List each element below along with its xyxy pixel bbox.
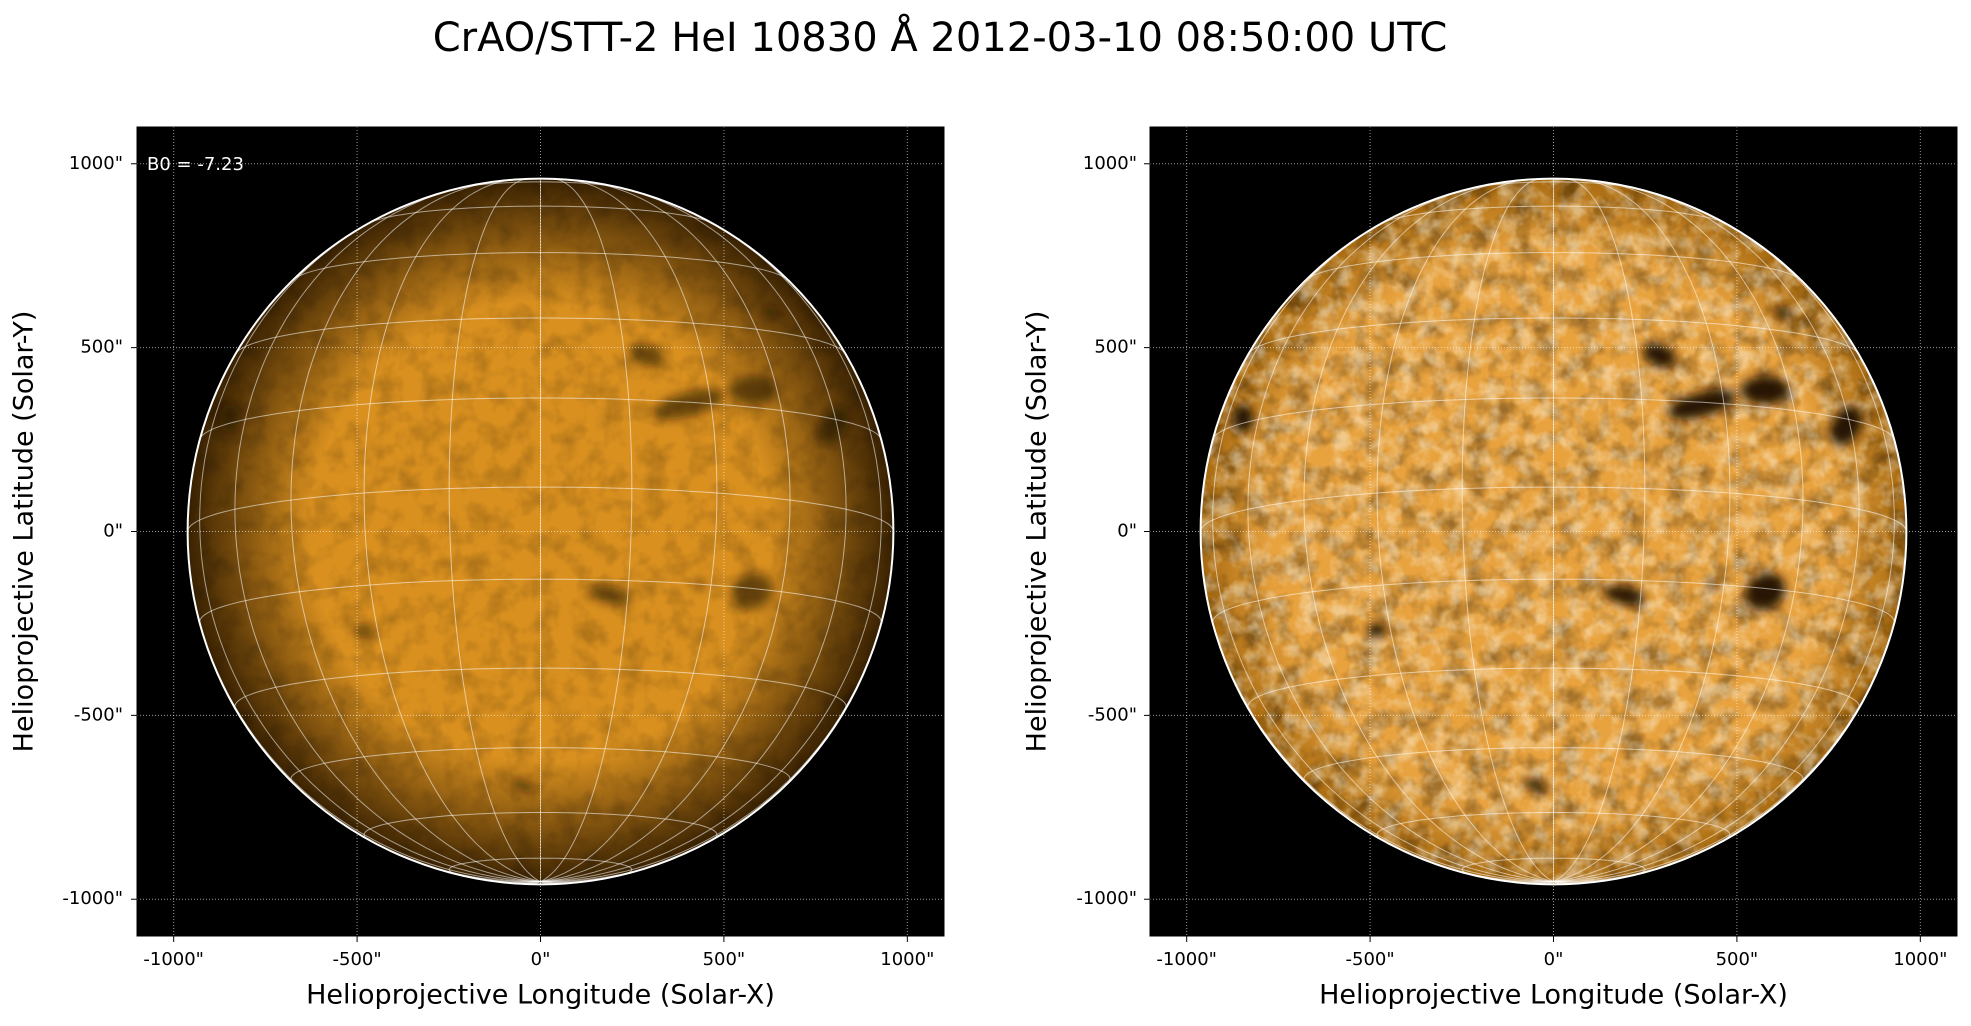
x-axis-label: Helioprojective Longitude (Solar-X) xyxy=(306,980,775,1011)
y-tick-label: 1000" xyxy=(1083,153,1137,174)
grid-curve xyxy=(1376,812,1731,840)
grid-curve xyxy=(363,812,718,840)
dark-feature xyxy=(1667,389,1736,420)
dark-feature xyxy=(654,389,723,420)
y-tick-label: -1000" xyxy=(62,888,123,909)
grid-curve xyxy=(1461,857,1646,876)
grid-curve xyxy=(1553,179,1731,883)
grid-curve xyxy=(199,578,882,623)
grid-curve xyxy=(1553,188,1860,883)
x-tick-label: 500" xyxy=(1716,949,1759,970)
grid-curve xyxy=(1249,317,1858,353)
grid-curve xyxy=(540,188,847,883)
grid-curve xyxy=(290,182,541,883)
grid-curve xyxy=(234,667,847,710)
y-tick-label: 500" xyxy=(80,337,123,358)
dark-feature xyxy=(629,343,664,367)
dark-feature xyxy=(353,623,375,638)
grid-curve xyxy=(1247,188,1554,883)
x-tick-label: -500" xyxy=(333,949,382,970)
dark-feature xyxy=(1603,585,1645,605)
x-tick-label: -1000" xyxy=(143,949,204,970)
y-tick-label: -1000" xyxy=(1076,888,1137,909)
grid-curve xyxy=(1382,205,1725,224)
grid-curve xyxy=(448,178,541,883)
dark-feature xyxy=(1830,405,1863,446)
grid-curve xyxy=(369,205,712,224)
dark-feature xyxy=(590,585,632,605)
y-axis-label: Helioprojective Latitude (Solar-Y) xyxy=(9,311,40,753)
grid-curve xyxy=(1212,216,1554,883)
dark-feature xyxy=(219,404,241,433)
x-tick-label: 1000" xyxy=(880,949,934,970)
x-tick-label: -1000" xyxy=(1156,949,1217,970)
dark-feature xyxy=(1642,343,1677,367)
y-tick-label: 1000" xyxy=(69,153,123,174)
grid-curve xyxy=(1461,178,1554,883)
dark-feature xyxy=(1366,623,1388,638)
grid-curve xyxy=(1247,667,1860,710)
panel: -1000" -500" 0" 500" 1000" -1000" -500" 0" 500" 1… xyxy=(1022,126,1958,1011)
dark-feature xyxy=(1232,404,1254,433)
dark-feature xyxy=(1740,376,1790,405)
grid-curve xyxy=(236,317,845,353)
grid-curve xyxy=(540,182,791,883)
grid-curve xyxy=(199,216,541,883)
grid-curve xyxy=(1306,252,1801,280)
dark-feature xyxy=(1522,778,1550,793)
y-tick-label: 0" xyxy=(103,521,123,542)
y-tick-label: 500" xyxy=(1094,337,1137,358)
dark-feature xyxy=(509,778,537,793)
grid-curve xyxy=(290,747,791,783)
grid-curve xyxy=(1553,178,1646,883)
grid-curve xyxy=(540,179,718,883)
x-tick-label: 500" xyxy=(703,949,746,970)
x-tick-label: -500" xyxy=(1346,949,1395,970)
y-tick-label: -500" xyxy=(74,704,123,725)
dark-feature xyxy=(817,405,850,446)
grid-curve xyxy=(540,178,633,883)
y-tick-label: 0" xyxy=(1117,521,1137,542)
grid-curve xyxy=(234,188,541,883)
grid-curve xyxy=(1553,182,1804,883)
dark-feature xyxy=(1775,305,1790,320)
x-tick-label: 0" xyxy=(531,949,551,970)
annotation: B0 = -7.23 xyxy=(147,154,244,175)
grid-curve xyxy=(448,857,633,876)
x-tick-label: 0" xyxy=(1544,949,1564,970)
plot-frame xyxy=(136,126,945,937)
y-axis-label: Helioprojective Latitude (Solar-Y) xyxy=(1022,311,1053,753)
x-axis-label: Helioprojective Longitude (Solar-X) xyxy=(1319,980,1788,1011)
grid-curve xyxy=(1303,182,1554,883)
dark-feature xyxy=(762,305,777,320)
y-tick-label: -500" xyxy=(1088,704,1137,725)
grid-curve xyxy=(363,179,541,883)
grid-curve xyxy=(1376,179,1554,883)
figure-title: CrAO/STT-2 HeI 10830 Å 2012-03-10 08:50:… xyxy=(433,13,1448,61)
panel: -1000" -500" 0" 500" 1000" -1000" -500" 0" 500" 1… xyxy=(9,126,945,1011)
grid-curve xyxy=(293,252,788,280)
dark-feature xyxy=(731,572,773,611)
plot-frame xyxy=(1149,126,1958,937)
dark-feature xyxy=(1744,572,1786,611)
grid-curve xyxy=(540,216,882,883)
grid-curve xyxy=(1553,216,1895,883)
x-tick-label: 1000" xyxy=(1893,949,1947,970)
heliographic-grid xyxy=(1200,178,1907,885)
grid-curve xyxy=(1303,747,1804,783)
dark-feature xyxy=(727,376,777,405)
grid-curve xyxy=(1212,578,1895,623)
